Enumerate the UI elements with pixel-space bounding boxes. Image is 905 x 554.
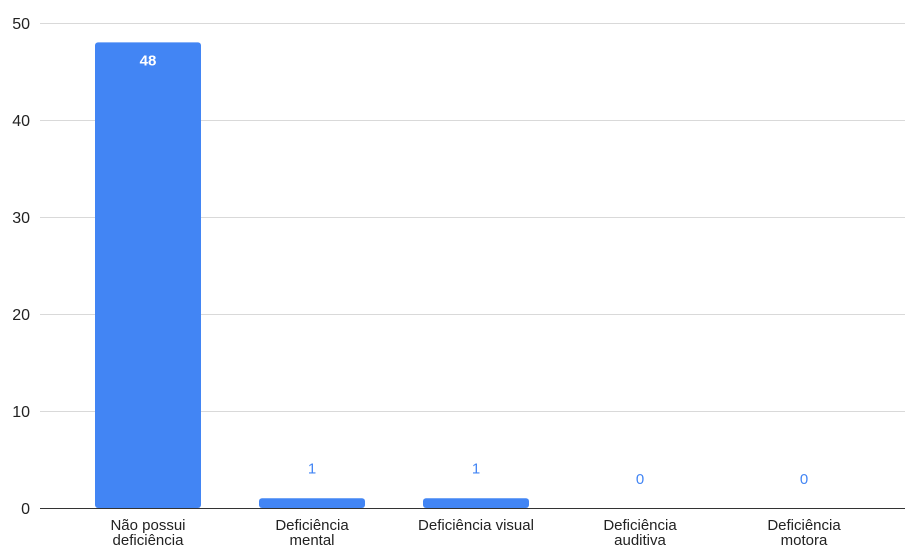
x-tick-label: Deficiência motora [767,517,841,549]
data-label: 0 [636,471,644,488]
data-label: 1 [472,460,480,477]
y-tick-label: 30 [12,210,30,227]
x-tick-label: Deficiência visual [418,517,534,534]
x-tick-label: Deficiência auditiva [603,517,677,549]
y-tick-label: 50 [12,16,30,33]
data-label: 0 [800,471,808,488]
bar-deficiencia-mental [259,498,365,508]
bar-deficiencia-visual [423,498,529,508]
data-label: 1 [308,460,316,477]
y-tick-label: 20 [12,307,30,324]
data-label: 48 [140,52,157,69]
bars [95,42,529,509]
x-tick-label: Não possui deficiência [110,517,185,549]
bar-nao-possui-deficiencia [95,42,201,509]
y-tick-label: 10 [12,404,30,421]
y-tick-label: 0 [21,501,30,518]
y-tick-label: 40 [12,113,30,130]
data-labels: 48 1 1 0 0 [140,52,809,488]
x-tick-label: Deficiência mental [275,517,349,549]
